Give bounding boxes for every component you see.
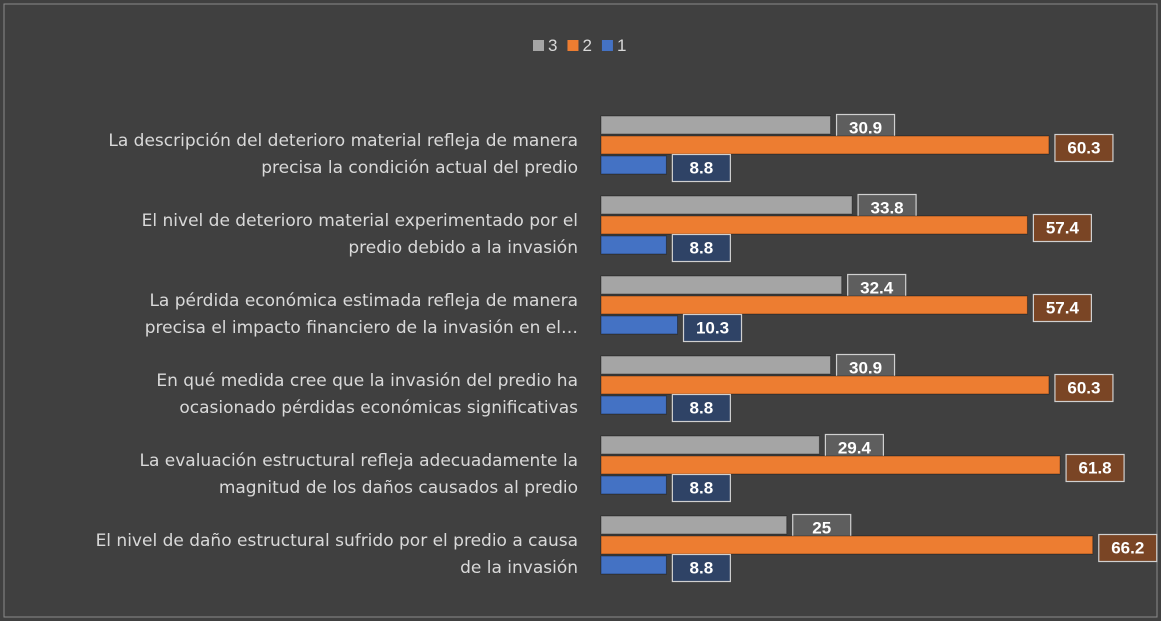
value-label: 25 [812,518,831,537]
value-label: 32.4 [860,278,894,297]
bar [600,215,1028,235]
value-label: 61.8 [1079,458,1112,477]
bar [600,135,1050,155]
value-label: 57.4 [1046,218,1080,237]
value-label-box [1054,133,1114,163]
bar [600,275,843,295]
value-label-box [1098,533,1158,563]
legend-swatch [601,40,613,51]
value-label-box [671,393,731,423]
bar [600,395,667,415]
value-label-box [671,553,731,583]
legend-label: 3 [548,36,557,55]
bar [600,515,788,535]
value-label: 60.3 [1067,138,1100,157]
bar [600,375,1050,395]
bar [600,355,832,375]
value-label: 66.2 [1111,538,1144,557]
value-label-box [1032,293,1093,323]
value-label-box [1054,373,1114,403]
category-label: El nivel de daño estructural sufrido por… [95,531,578,578]
value-label: 8.8 [690,398,714,417]
category-label: La evaluación estructural refleja adecua… [139,451,578,498]
value-label: 8.8 [690,158,714,177]
value-label: 30.9 [849,118,882,137]
chart-border [3,3,1158,618]
value-label: 8.8 [690,558,714,577]
value-label-box [671,473,731,503]
bar [600,435,820,455]
value-label: 8.8 [690,478,714,497]
value-label-box [671,233,731,263]
bar [600,295,1028,315]
value-label: 33.8 [871,198,904,217]
value-label: 57.4 [1046,298,1080,317]
value-label: 8.8 [690,238,714,257]
legend-swatch [567,40,579,51]
bar [600,115,832,135]
bar [600,555,667,575]
bar [600,315,679,335]
legend-label: 2 [582,36,591,55]
value-label: 60.3 [1067,378,1100,397]
bar [600,455,1061,475]
category-label: El nivel de deterioro material experimen… [141,211,578,258]
bar [600,235,667,255]
category-label: En qué medida cree que la invasión del p… [156,371,578,418]
bar [600,155,667,175]
value-label-box [671,153,731,183]
bar [600,195,853,215]
value-label-box [1032,213,1093,243]
category-label: La pérdida económica estimada refleja de… [144,291,578,338]
bar [600,535,1094,555]
category-label: La descripción del deterioro material re… [108,131,578,178]
bar [600,475,667,495]
value-label: 10.3 [696,318,729,337]
legend-label: 1 [617,36,626,55]
value-label: 30.9 [849,358,882,377]
value-label: 29.4 [838,438,872,457]
legend-swatch [533,40,544,51]
value-label-box [1065,453,1125,483]
value-label-box [682,313,743,343]
